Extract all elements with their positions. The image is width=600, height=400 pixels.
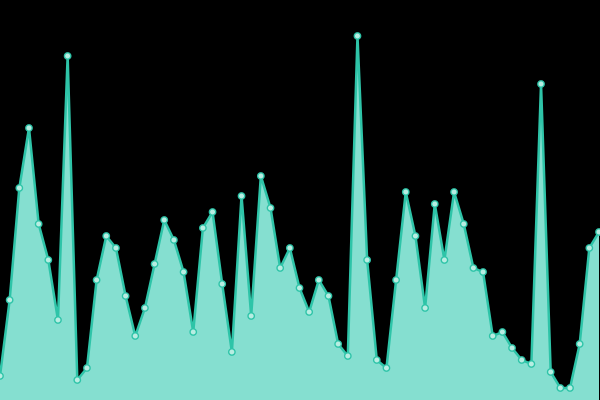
data-point-marker xyxy=(160,216,169,224)
data-point-marker xyxy=(208,208,217,216)
data-point-marker xyxy=(54,316,62,324)
data-point-marker xyxy=(575,340,584,348)
area-fill-group xyxy=(0,36,599,400)
data-point-marker xyxy=(0,372,4,380)
data-point-marker xyxy=(131,332,140,340)
data-point-marker xyxy=(556,384,565,392)
data-point-marker xyxy=(198,224,207,232)
data-point-marker xyxy=(5,296,14,304)
data-point-marker xyxy=(73,376,82,384)
data-point-marker xyxy=(83,364,91,372)
data-point-marker xyxy=(25,124,33,132)
data-point-marker xyxy=(34,220,43,228)
data-point-marker xyxy=(92,276,101,284)
data-point-marker xyxy=(334,340,343,348)
data-point-marker xyxy=(121,292,130,300)
data-point-marker xyxy=(546,368,555,376)
data-point-marker xyxy=(150,260,159,268)
data-point-marker xyxy=(295,284,304,292)
area-fill-path xyxy=(0,36,599,400)
data-point-marker xyxy=(305,308,314,316)
data-point-marker xyxy=(63,52,72,60)
data-point-marker xyxy=(479,268,487,276)
data-point-marker xyxy=(440,256,449,264)
data-point-marker xyxy=(102,232,111,240)
data-point-marker xyxy=(382,364,391,372)
data-point-marker xyxy=(189,328,198,336)
data-point-marker xyxy=(585,244,594,252)
data-point-marker xyxy=(450,188,458,196)
data-point-marker xyxy=(421,304,429,312)
data-point-marker xyxy=(430,200,439,208)
data-point-marker xyxy=(595,228,600,236)
data-point-marker xyxy=(112,244,120,252)
data-point-marker xyxy=(517,356,526,364)
data-point-marker xyxy=(498,328,507,336)
data-point-marker xyxy=(285,244,294,252)
data-point-marker xyxy=(237,192,246,200)
data-point-marker xyxy=(411,232,420,240)
data-point-marker xyxy=(537,80,545,88)
data-point-marker xyxy=(363,256,372,264)
data-point-marker xyxy=(566,384,574,392)
data-point-marker xyxy=(401,188,410,196)
data-point-marker xyxy=(256,172,265,180)
data-point-marker xyxy=(527,360,536,368)
data-point-marker xyxy=(218,280,227,288)
data-point-marker xyxy=(141,304,149,312)
data-point-marker xyxy=(276,264,285,272)
data-point-marker xyxy=(44,256,53,264)
data-point-marker xyxy=(169,236,178,244)
data-point-marker xyxy=(372,356,381,364)
data-point-marker xyxy=(488,332,497,340)
data-point-marker xyxy=(469,264,478,272)
data-point-marker xyxy=(266,204,275,212)
data-point-markers xyxy=(0,32,600,392)
data-point-marker xyxy=(179,268,188,276)
data-point-marker xyxy=(343,352,352,360)
data-point-marker xyxy=(353,32,362,40)
data-point-marker xyxy=(459,220,468,228)
data-point-marker xyxy=(314,276,323,284)
data-point-marker xyxy=(324,292,333,300)
data-point-marker xyxy=(508,344,516,352)
data-point-marker xyxy=(227,348,236,356)
data-point-marker xyxy=(15,184,24,192)
data-point-marker xyxy=(247,312,256,320)
data-point-marker xyxy=(392,276,401,284)
